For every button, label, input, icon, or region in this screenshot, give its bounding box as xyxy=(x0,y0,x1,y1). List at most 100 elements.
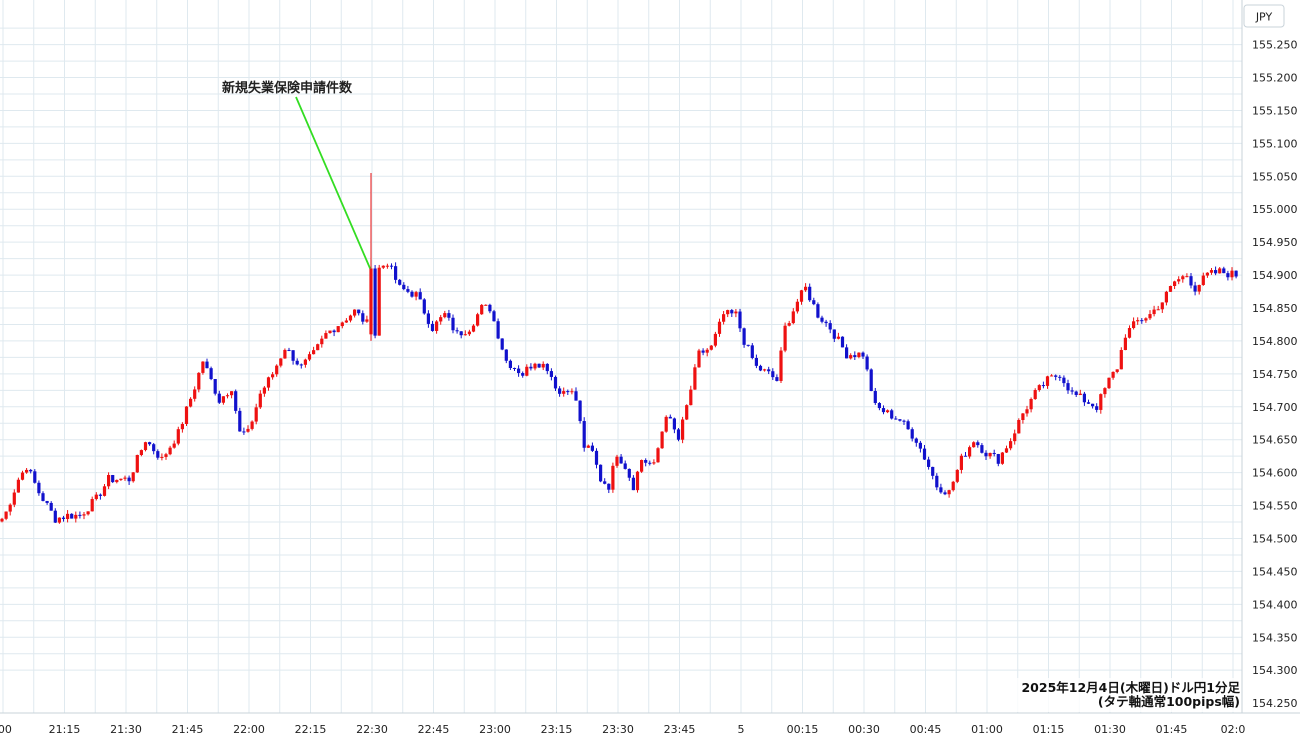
time-tick-label: 5 xyxy=(738,723,745,736)
candle xyxy=(705,348,709,357)
candle xyxy=(1189,272,1193,289)
candle xyxy=(898,419,902,422)
candle xyxy=(365,315,369,323)
candle xyxy=(250,420,254,431)
candle xyxy=(213,379,217,396)
candle xyxy=(615,454,619,468)
candle xyxy=(1021,413,1025,424)
candle xyxy=(492,309,496,322)
candle xyxy=(443,310,447,319)
time-tick-label: 01:45 xyxy=(1156,723,1188,736)
candle xyxy=(943,490,947,496)
candle xyxy=(709,344,713,351)
candle xyxy=(435,320,439,334)
candle xyxy=(1164,290,1168,306)
candle xyxy=(894,416,898,420)
candle xyxy=(1185,273,1189,278)
candle xyxy=(1201,272,1205,286)
currency-badge[interactable]: JPY xyxy=(1243,4,1285,28)
candle xyxy=(582,417,586,452)
candle xyxy=(209,366,213,381)
candle xyxy=(566,389,570,396)
candle xyxy=(1066,379,1070,394)
price-tick-label: 154.700 xyxy=(1252,401,1298,414)
candle xyxy=(1070,387,1074,395)
price-tick-label: 155.150 xyxy=(1252,104,1298,117)
candle xyxy=(922,445,927,461)
candle xyxy=(275,364,279,377)
time-tick-label: 02:0 xyxy=(1221,723,1246,736)
candle xyxy=(939,483,943,494)
time-tick-label: 21:30 xyxy=(110,723,142,736)
candle xyxy=(586,444,590,449)
candle xyxy=(799,289,804,305)
candle xyxy=(217,390,221,404)
candle xyxy=(1160,302,1164,313)
candle xyxy=(1127,325,1132,339)
candle xyxy=(590,442,594,452)
candle xyxy=(1009,438,1013,451)
candle xyxy=(902,419,906,426)
candle xyxy=(685,404,689,421)
candle xyxy=(1119,347,1123,370)
candle xyxy=(754,354,758,369)
grid xyxy=(0,0,1300,714)
candle xyxy=(344,318,348,323)
candle xyxy=(488,303,492,314)
candle xyxy=(238,407,242,432)
candle xyxy=(992,449,996,457)
candle xyxy=(1050,374,1054,377)
candle xyxy=(1168,285,1173,292)
candle xyxy=(1025,405,1029,417)
candle xyxy=(189,397,193,408)
candle xyxy=(1033,388,1037,400)
candle xyxy=(1029,397,1033,413)
candle xyxy=(558,386,562,397)
candle xyxy=(1107,377,1111,389)
candle xyxy=(1086,399,1091,405)
candle xyxy=(508,359,512,371)
candle xyxy=(1140,318,1144,324)
candle xyxy=(562,387,566,397)
candle xyxy=(750,343,754,360)
candle xyxy=(541,361,545,371)
candle xyxy=(853,351,857,360)
candle xyxy=(836,332,840,340)
candle xyxy=(1234,270,1238,279)
candle xyxy=(312,346,316,355)
candle xyxy=(184,406,189,426)
candle xyxy=(512,367,517,371)
candle xyxy=(201,361,205,375)
candle xyxy=(734,309,738,318)
candle xyxy=(385,263,389,269)
candle xyxy=(783,322,787,353)
candle xyxy=(29,468,33,474)
candle xyxy=(1058,374,1062,381)
candle xyxy=(70,513,74,519)
candle xyxy=(422,298,426,315)
time-tick-label: 23:30 xyxy=(602,723,634,736)
candle xyxy=(1205,272,1209,278)
candle xyxy=(791,308,795,325)
candle xyxy=(45,500,49,505)
candle xyxy=(968,445,972,459)
candle xyxy=(804,283,808,292)
candle xyxy=(406,285,410,294)
candle xyxy=(57,517,61,524)
price-tick-label: 154.850 xyxy=(1252,302,1298,315)
candle xyxy=(849,353,853,360)
candle xyxy=(1132,317,1136,330)
candle xyxy=(1181,274,1185,283)
candle xyxy=(635,470,640,493)
price-tick-label: 154.350 xyxy=(1252,631,1298,644)
candle xyxy=(767,366,771,375)
candle xyxy=(840,336,845,348)
candle xyxy=(730,308,734,318)
candle xyxy=(410,290,414,298)
candle xyxy=(172,440,176,449)
candle xyxy=(164,452,168,460)
candle xyxy=(812,297,816,306)
annotation-leader-line xyxy=(295,96,371,269)
candle xyxy=(533,362,537,371)
candle xyxy=(775,374,779,382)
